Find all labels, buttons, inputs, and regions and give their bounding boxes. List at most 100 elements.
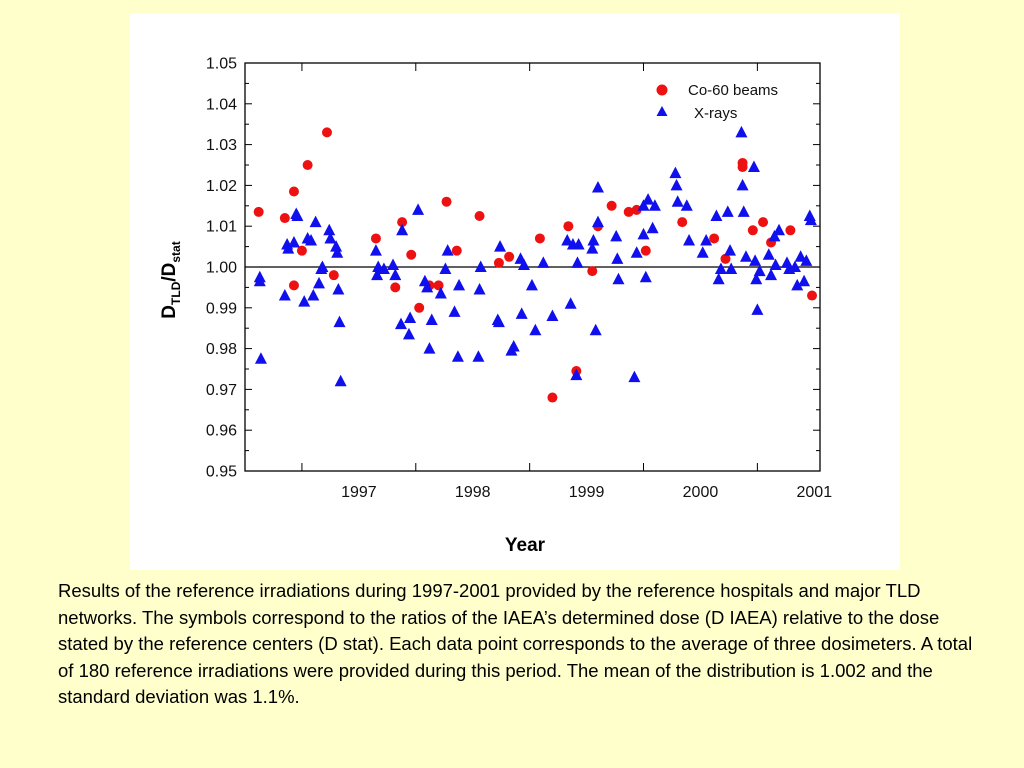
xray-point (369, 244, 382, 256)
xray-point (669, 166, 682, 179)
xray-point (441, 244, 454, 256)
x-tick-label: 1997 (341, 484, 377, 501)
co60-point (451, 245, 462, 256)
xray-point (639, 270, 652, 283)
co60-point (397, 217, 408, 228)
scatter-chart: 0.95 0.96 0.97 0.98 0.99 1.00 1.01 1.02 1.03 1.04… (159, 56, 833, 557)
xray-point (572, 238, 585, 250)
xray-point (473, 282, 486, 295)
co60-point (328, 270, 339, 281)
co60-point (493, 257, 504, 268)
xray-point (612, 272, 625, 285)
xray-point (765, 268, 778, 281)
xray-point (646, 221, 659, 234)
xray-point (334, 374, 347, 387)
xray-point (773, 223, 786, 236)
data-points (253, 125, 818, 403)
y-tick-label: 1.01 (206, 219, 237, 236)
legend-xray-marker (656, 106, 668, 116)
y-tick-label: 0.96 (206, 423, 237, 440)
xray-point (537, 256, 550, 268)
xray-point (546, 309, 559, 321)
xray-point (474, 260, 487, 272)
xray-point (323, 223, 336, 236)
x-tick-label: 2000 (683, 484, 719, 501)
y-axis-title-sub2: stat (169, 241, 183, 262)
xray-point (750, 272, 763, 285)
co60-point (288, 280, 299, 291)
co60-point (623, 206, 634, 217)
xray-point (564, 297, 577, 309)
xray-point (492, 315, 505, 328)
xray-point (571, 256, 584, 268)
x-tick-label: 1999 (569, 484, 605, 501)
xray-point (721, 205, 734, 217)
xray-point (800, 254, 813, 266)
xray-point (394, 317, 407, 330)
xray-point (768, 229, 781, 242)
xray-point (331, 246, 344, 258)
legend-xray-label: X-rays (694, 105, 737, 122)
y-tick-label: 1.02 (206, 178, 237, 195)
xray-point (747, 160, 760, 173)
xray-point (637, 227, 650, 240)
xray-point (472, 350, 485, 362)
co60-point (606, 200, 617, 211)
co60-point (758, 217, 769, 228)
xray-point (313, 276, 326, 289)
xray-point (305, 233, 318, 246)
xray-point (671, 195, 684, 207)
xray-point (788, 260, 801, 272)
co60-point (288, 186, 299, 197)
xray-point (434, 287, 447, 299)
y-tick-label: 1.03 (206, 137, 237, 154)
y-axis-title: DTLD/Dstat (159, 241, 183, 318)
xray-point (309, 215, 322, 228)
legend: Co-60 beams X-rays (656, 82, 778, 122)
co60-point (474, 211, 485, 221)
xray-point (570, 368, 583, 381)
co60-point (279, 213, 290, 224)
xray-point (724, 244, 737, 256)
x-tick-label: 2001 (797, 484, 833, 501)
xray-point (739, 250, 752, 262)
xray-point (287, 236, 300, 248)
co60-point (720, 253, 731, 264)
y-tick-label: 0.99 (206, 300, 237, 317)
xray-point (525, 278, 538, 291)
xray-point (804, 213, 817, 226)
co60-point (370, 233, 381, 244)
co60-point (321, 127, 332, 138)
xray-point (494, 240, 507, 252)
xray-point (561, 233, 574, 246)
x-tick-label: 1998 (455, 484, 491, 501)
xray-point (529, 323, 542, 336)
co60-point (631, 204, 642, 215)
xray-point (714, 262, 727, 275)
co60-point (709, 233, 720, 244)
co60-point (534, 233, 545, 244)
xray-point (798, 274, 811, 287)
xray-point (298, 295, 311, 307)
xray-point (683, 233, 696, 246)
xray-point (507, 340, 520, 352)
xray-point (330, 240, 343, 252)
xray-point (637, 199, 650, 211)
xray-point (451, 350, 464, 362)
xray-point (762, 248, 775, 260)
co60-point (785, 225, 796, 236)
co60-point (807, 290, 818, 301)
xray-point (628, 370, 641, 383)
xray-point (751, 303, 764, 315)
co60-point (406, 249, 417, 260)
xray-point (404, 311, 417, 323)
co60-point (414, 302, 425, 313)
legend-co60-label: Co-60 beams (688, 82, 778, 99)
xray-point (736, 178, 749, 191)
xray-point (791, 278, 804, 291)
xray-point (282, 242, 295, 254)
xray-point (453, 278, 466, 291)
xray-point (254, 352, 267, 364)
xray-point (448, 305, 461, 317)
y-tick-label: 1.00 (206, 260, 237, 277)
